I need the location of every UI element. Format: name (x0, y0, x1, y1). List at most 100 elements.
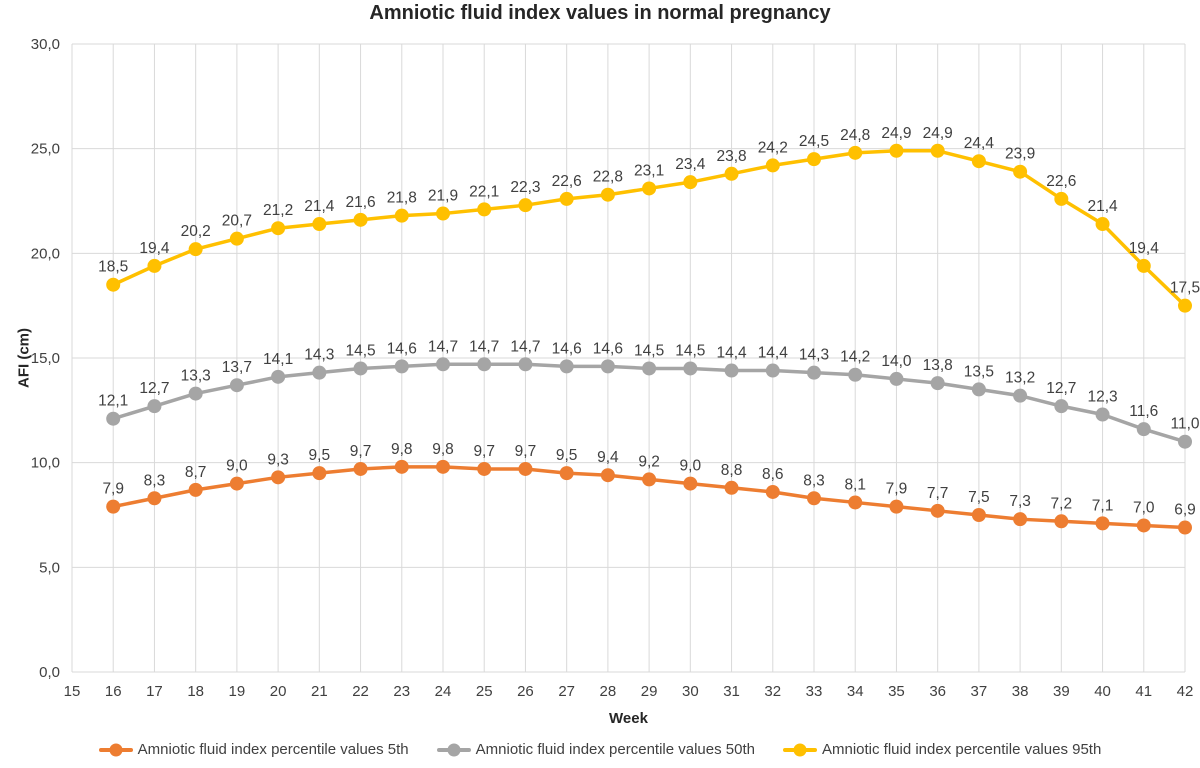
x-axis-tick-label: 36 (929, 683, 946, 700)
data-point (229, 476, 244, 491)
data-point (106, 411, 121, 426)
data-point-label: 7,9 (886, 481, 908, 498)
data-point-label: 7,7 (927, 485, 949, 502)
data-point-label: 7,5 (968, 489, 990, 506)
data-point-label: 7,0 (1133, 499, 1155, 516)
y-axis-tick-label: 10,0 (31, 455, 60, 472)
data-point (271, 221, 286, 236)
data-point (353, 212, 368, 227)
data-point-label: 13,2 (1005, 370, 1035, 387)
data-point (394, 359, 409, 374)
data-point-label: 13,3 (181, 368, 211, 385)
data-point (1178, 434, 1192, 449)
y-axis-tick-label: 5,0 (39, 559, 60, 576)
data-point-label: 8,1 (844, 476, 866, 493)
data-point-label: 14,7 (510, 338, 540, 355)
data-point-label: 14,2 (840, 349, 870, 366)
y-axis-tick-label: 25,0 (31, 141, 60, 158)
data-point (394, 208, 409, 223)
data-point (642, 472, 657, 487)
legend-label: Amniotic fluid index percentile values 9… (821, 741, 1102, 758)
data-point (930, 503, 945, 518)
data-point (312, 217, 327, 232)
line-chart: 0,0 5,0 10,0 15,0 20,0 25,0 30,0 15 16 17 18 19 20 21… (31, 36, 1200, 700)
x-axis-title: Week (609, 710, 648, 727)
data-point (642, 361, 657, 376)
data-point (436, 206, 450, 221)
data-point (312, 466, 327, 481)
y-axis-tick-label: 15,0 (31, 350, 60, 367)
x-axis-tick-label: 31 (723, 683, 740, 700)
data-point-label: 13,8 (923, 357, 953, 374)
data-point-label: 21,4 (1087, 198, 1118, 215)
data-point-label: 20,2 (181, 223, 211, 240)
data-point-label: 24,8 (840, 127, 870, 144)
data-point-label: 9,7 (515, 443, 537, 460)
data-point (1095, 407, 1110, 422)
data-point (518, 357, 533, 372)
data-point (1136, 258, 1151, 273)
data-point-label: 22,1 (469, 183, 499, 200)
data-point-label: 8,8 (721, 462, 743, 479)
data-point (1178, 520, 1192, 535)
y-axis-tick-label: 0,0 (39, 664, 60, 681)
data-point-label: 9,0 (680, 458, 702, 475)
data-point (477, 461, 492, 476)
data-point-label: 14,4 (758, 345, 789, 362)
data-point (971, 154, 986, 169)
x-axis-tick-label: 28 (600, 683, 617, 700)
data-point-label: 9,5 (309, 447, 331, 464)
data-point (559, 466, 574, 481)
data-point-label: 14,5 (675, 342, 705, 359)
series-dot-icon (109, 743, 123, 756)
x-axis-tick-label: 25 (476, 683, 493, 700)
data-point (889, 143, 904, 158)
data-point (889, 371, 904, 386)
data-point-label: 24,2 (758, 139, 788, 156)
data-point (436, 459, 450, 474)
data-point-label: 14,1 (263, 351, 293, 368)
data-point-label: 22,8 (593, 169, 623, 186)
data-point (188, 386, 203, 401)
data-point-label: 24,9 (923, 125, 953, 142)
data-point (147, 258, 162, 273)
series-dot-icon (793, 743, 807, 756)
data-point-label: 23,4 (675, 156, 706, 173)
data-point (1095, 516, 1110, 531)
data-point-label: 21,4 (304, 198, 335, 215)
data-point (683, 175, 698, 190)
series-line-marker-icon (782, 743, 817, 756)
data-point-label: 19,4 (1129, 240, 1160, 257)
data-point (353, 361, 368, 376)
data-point-label: 21,6 (345, 194, 375, 211)
legend-item: Amniotic fluid index percentile values 9… (782, 741, 1102, 758)
data-point-label: 9,2 (638, 453, 660, 470)
data-point-label: 12,1 (98, 393, 128, 410)
data-point-label: 14,7 (428, 338, 458, 355)
data-point (518, 198, 533, 213)
data-point (1054, 514, 1069, 529)
x-axis-tick-label: 18 (187, 683, 204, 700)
chart-title: Amniotic fluid index values in normal pr… (369, 2, 831, 24)
data-point (229, 378, 244, 393)
data-point (271, 369, 286, 384)
data-point (971, 382, 986, 397)
x-axis-tick-label: 26 (517, 683, 534, 700)
series-line-marker-icon (436, 743, 471, 756)
data-point (889, 499, 904, 514)
legend-item: Amniotic fluid index percentile values 5… (98, 741, 409, 758)
data-point-label: 14,3 (304, 347, 334, 364)
data-point (147, 399, 162, 414)
data-point-label: 12,3 (1087, 389, 1117, 406)
data-point (1095, 217, 1110, 232)
data-point-label: 9,3 (267, 451, 289, 468)
data-point (394, 459, 409, 474)
x-axis-tick-label: 15 (64, 683, 81, 700)
data-point (106, 277, 121, 292)
data-point-label: 14,6 (387, 340, 417, 357)
data-point (642, 181, 657, 196)
data-point (353, 461, 368, 476)
data-point (600, 187, 615, 202)
data-point-label: 12,7 (1046, 380, 1076, 397)
data-point-label: 13,7 (222, 359, 252, 376)
